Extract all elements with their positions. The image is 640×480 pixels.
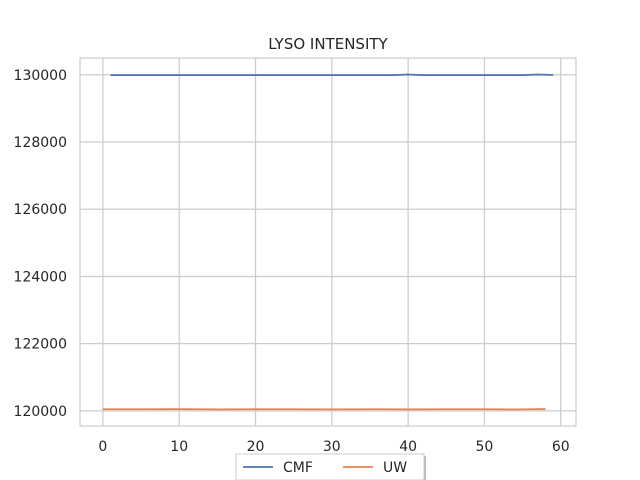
x-tick-label: 30 [323, 439, 341, 455]
y-tick-labels: 120000 122000 124000 126000 128000 130000 [14, 68, 67, 420]
x-tick-labels: 0 10 20 30 40 50 60 [98, 439, 569, 455]
x-tick-label: 60 [552, 439, 570, 455]
legend-label-cmf: CMF [283, 460, 313, 476]
y-tick-label: 128000 [14, 135, 67, 151]
legend-label-uw: UW [383, 460, 407, 476]
y-tick-label: 122000 [14, 337, 67, 353]
plot-frame [79, 57, 577, 427]
x-tick-label: 0 [98, 439, 107, 455]
y-tick-label: 130000 [14, 68, 67, 84]
series-group [102, 73, 554, 411]
x-tick-label: 50 [476, 439, 494, 455]
chart-title: LYSO INTENSITY [268, 35, 388, 53]
legend: CMF UW [235, 453, 426, 480]
x-tick-label: 40 [399, 439, 417, 455]
x-tick-label: 20 [247, 439, 265, 455]
x-tick-label: 10 [170, 439, 188, 455]
y-tick-label: 124000 [14, 269, 67, 285]
y-tick-label: 126000 [14, 202, 67, 218]
series-line-cmf [110, 73, 554, 77]
y-tick-label: 120000 [14, 404, 67, 420]
